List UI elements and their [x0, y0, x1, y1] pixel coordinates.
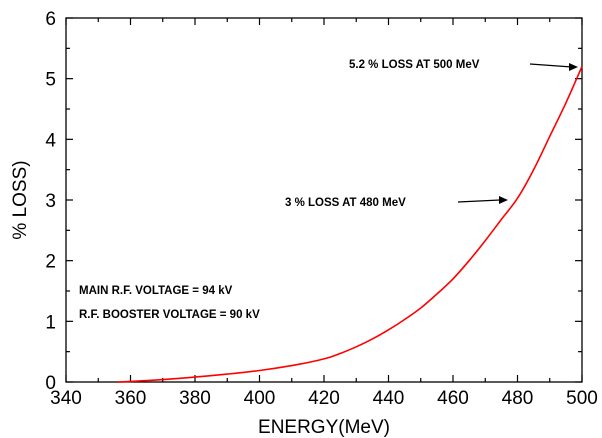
annotation-500mev-arrow	[529, 63, 573, 68]
y-tick-label: 6	[45, 9, 56, 30]
axis-ticks	[65, 17, 583, 383]
y-axis-label: % LOSS)	[10, 160, 31, 239]
y-tick-label: 4	[45, 130, 56, 151]
x-tick-label: 480	[502, 388, 534, 409]
x-axis-label: ENERGY(MeV)	[258, 417, 390, 438]
annotation-500mev-arrowhead	[569, 63, 578, 71]
x-tick-label: 360	[115, 388, 147, 409]
y-tick-label: 3	[45, 191, 56, 212]
loss-curve-line	[117, 66, 583, 383]
x-tick-label: 420	[308, 388, 340, 409]
annotation-480mev-arrowhead	[499, 196, 508, 204]
x-tick-label: 340	[50, 388, 82, 409]
annotation-480mev: 3 % LOSS AT 480 MeV	[285, 197, 406, 209]
annotation-booster-rf-voltage: R.F. BOOSTER VOLTAGE = 90 kV	[79, 309, 260, 321]
y-tick-label: 1	[45, 312, 56, 333]
x-tick-label: 440	[373, 388, 405, 409]
y-tick-label: 2	[45, 252, 56, 273]
x-tick-label: 460	[437, 388, 469, 409]
x-tick-label: 500	[566, 388, 598, 409]
annotation-500mev: 5.2 % LOSS AT 500 MeV	[349, 59, 480, 71]
y-tick-label: 5	[45, 70, 56, 91]
x-tick-label: 400	[244, 388, 276, 409]
axis-tick-labels: 340 360 380 400 420 440 460 480 500 0 1 2 3 4 5 6	[45, 9, 597, 409]
annotation-main-rf-voltage: MAIN R.F. VOLTAGE = 94 kV	[79, 285, 233, 297]
x-tick-label: 380	[179, 388, 211, 409]
annotation-480mev-arrow	[457, 199, 501, 203]
y-tick-label: 0	[45, 373, 56, 394]
